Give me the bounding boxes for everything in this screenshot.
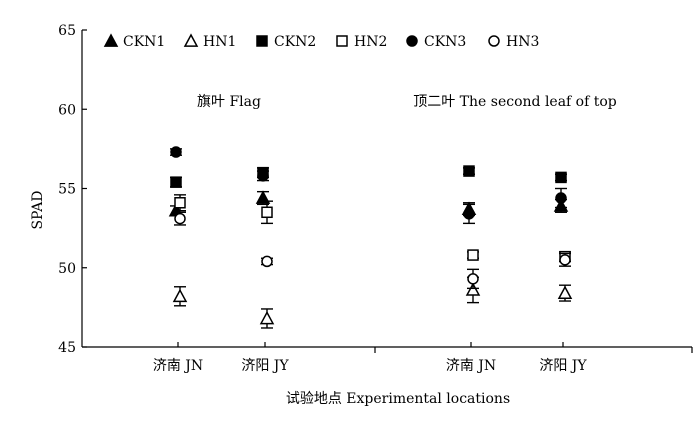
panel-titles: 旗叶 Flag 顶二叶 The second leaf of top [197, 94, 617, 110]
series-CKN2 [170, 165, 567, 188]
data-point [463, 208, 475, 220]
data-point [555, 171, 567, 184]
data-point [467, 273, 479, 285]
panel-title: 旗叶 Flag [197, 94, 261, 110]
legend-label: CKN3 [424, 34, 466, 50]
data-point [465, 282, 481, 296]
series-CKN1 [168, 190, 569, 217]
data-point [259, 310, 275, 325]
x-tick-label: 济南 JN [153, 358, 203, 374]
x-tick-label: 济南 JN [446, 358, 496, 374]
legend-label: HN3 [506, 34, 539, 50]
data-point [559, 254, 571, 266]
legend-label: CKN1 [123, 34, 165, 50]
data-point [467, 249, 479, 261]
y-tick-label: 50 [58, 261, 76, 277]
legend-marker [406, 35, 418, 47]
data-point [557, 285, 573, 299]
data-point [255, 190, 271, 204]
y-axis: 45 50 55 60 65 [58, 23, 87, 356]
series-HN1 [172, 276, 573, 329]
legend-marker [256, 35, 268, 47]
y-tick-label: 60 [58, 102, 76, 118]
legend-label: CKN2 [274, 34, 316, 50]
legend: CKN1 HN1 CKN2 HN2 CKN3 HN3 [103, 33, 539, 50]
series-HN2 [174, 194, 571, 263]
legend-label: HN2 [354, 34, 387, 50]
y-tick-label: 55 [58, 182, 76, 198]
data-point [174, 212, 186, 225]
data-point [463, 165, 475, 177]
plot-area [168, 146, 573, 329]
x-axis: 济南 JN 济阳 JY 济南 JN 济阳 JY [82, 342, 693, 374]
data-point [174, 197, 186, 209]
y-tick-label: 45 [58, 340, 76, 356]
legend-marker [183, 33, 199, 47]
data-point [170, 146, 182, 158]
series-HN3 [174, 211, 571, 290]
data-point [261, 206, 273, 219]
x-tick-label: 济阳 JY [539, 358, 587, 374]
legend-marker [488, 35, 500, 47]
data-point [555, 192, 567, 204]
y-tick-label: 65 [58, 23, 76, 39]
series-CKN3 [170, 146, 567, 225]
data-point [261, 255, 273, 268]
data-point [170, 176, 182, 188]
legend-marker [336, 35, 348, 47]
legend-marker [103, 33, 119, 47]
x-tick-label: 济阳 JY [241, 358, 289, 374]
legend-label: HN1 [203, 34, 236, 50]
data-point [172, 288, 188, 303]
x-axis-label: 试验地点 Experimental locations [286, 391, 510, 407]
panel-title: 顶二叶 The second leaf of top [413, 94, 617, 110]
y-axis-label: SPAD [30, 190, 46, 229]
data-point [257, 170, 269, 182]
